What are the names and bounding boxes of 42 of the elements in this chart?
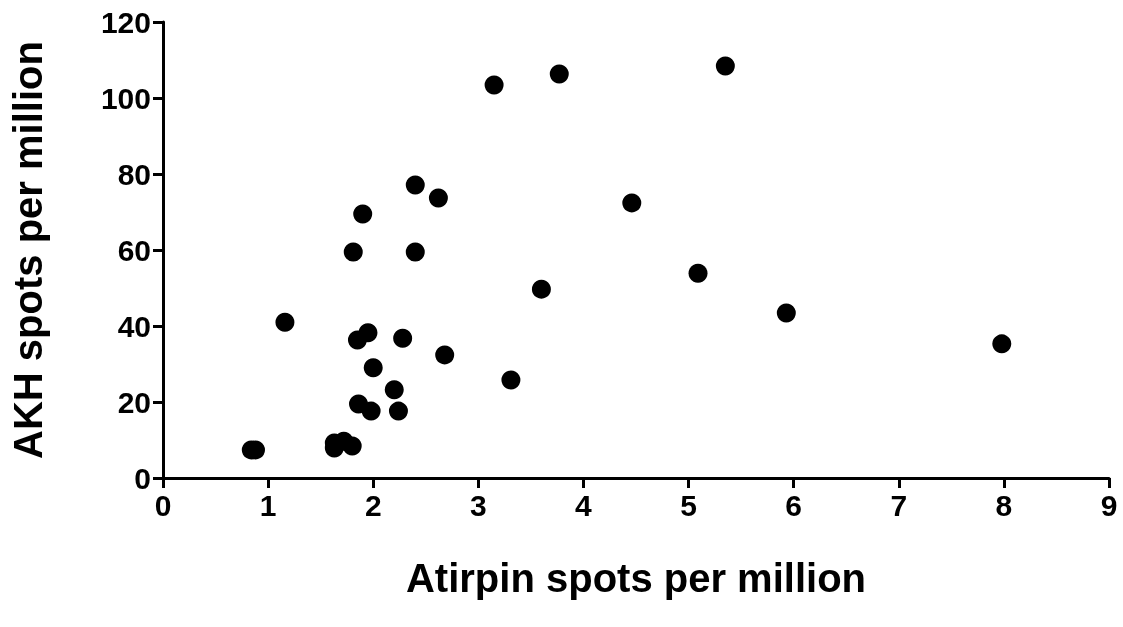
y-tick-label: 20 bbox=[117, 385, 151, 419]
x-tick-label: 9 bbox=[1100, 488, 1118, 522]
x-tick-label: 5 bbox=[680, 488, 697, 522]
point bbox=[384, 380, 404, 400]
y-tick-label: 0 bbox=[134, 461, 151, 495]
x-tick-label: 8 bbox=[995, 488, 1013, 522]
y-axis-title: AKH spots per million bbox=[6, 41, 50, 459]
x-tick-label: 0 bbox=[154, 488, 172, 522]
point bbox=[361, 401, 381, 421]
point bbox=[388, 401, 408, 421]
x-tick-label: 2 bbox=[364, 488, 382, 522]
point bbox=[688, 263, 708, 283]
y-tick-label: 60 bbox=[117, 233, 151, 267]
point bbox=[428, 188, 448, 208]
y-tick-label: 100 bbox=[100, 81, 151, 115]
point bbox=[275, 312, 295, 332]
x-axis-title: Atirpin spots per million bbox=[405, 556, 867, 600]
point bbox=[622, 193, 642, 213]
point bbox=[531, 279, 551, 299]
x-tick-label: 4 bbox=[575, 488, 593, 522]
point bbox=[405, 242, 425, 262]
point bbox=[992, 334, 1012, 354]
point bbox=[363, 358, 383, 378]
y-tick-label: 80 bbox=[117, 157, 151, 191]
point bbox=[776, 303, 796, 323]
point bbox=[501, 370, 521, 390]
point bbox=[549, 64, 569, 84]
x-tick-label: 6 bbox=[785, 488, 803, 522]
point bbox=[393, 328, 413, 348]
x-tick-label: 3 bbox=[469, 488, 487, 522]
y-tick-label: 40 bbox=[117, 309, 151, 343]
point bbox=[484, 75, 504, 95]
point bbox=[353, 204, 373, 224]
point bbox=[342, 436, 362, 456]
y-tick-label: 120 bbox=[100, 5, 151, 39]
point bbox=[358, 323, 378, 343]
point bbox=[405, 175, 425, 195]
x-tick-label: 7 bbox=[890, 488, 908, 522]
x-tick-label: 1 bbox=[259, 488, 277, 522]
point bbox=[435, 345, 455, 365]
point bbox=[343, 242, 363, 262]
point bbox=[715, 56, 735, 76]
